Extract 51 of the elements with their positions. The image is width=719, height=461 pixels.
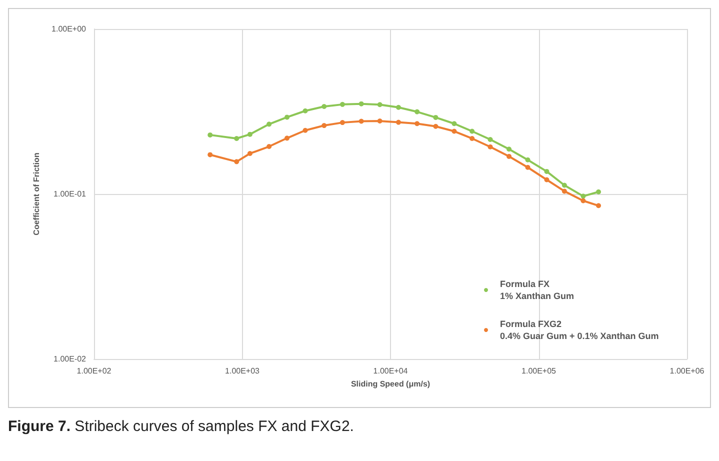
point [302, 108, 308, 114]
point [266, 144, 272, 150]
point [506, 154, 512, 159]
x-tick-label: 1.00E+05 [522, 366, 557, 376]
point [580, 198, 586, 204]
point [322, 123, 327, 128]
point [470, 128, 475, 134]
point [452, 121, 457, 126]
legend-label: Formula FXG2 0.4% Guar Gum + 0.1% Xanthan Gum [500, 319, 659, 341]
legend-label: Formula FX 1% Xanthan Gum [500, 279, 574, 301]
point [525, 164, 530, 170]
point [562, 182, 567, 188]
y-tick-label: 1.00E-01 [54, 190, 87, 198]
x-tick-label: 1.00E+04 [373, 366, 408, 376]
point [247, 150, 252, 156]
point [358, 118, 364, 124]
point [433, 124, 438, 129]
point [247, 132, 252, 137]
point [414, 121, 420, 126]
point [414, 109, 420, 114]
point [340, 120, 345, 126]
point [562, 188, 567, 194]
x-tick-label: 1.00E+03 [225, 366, 260, 376]
x-tick-label: 1.00E+02 [76, 366, 112, 376]
point [284, 114, 290, 120]
point [580, 194, 586, 199]
x-tick-label: 1.00E+06 [670, 366, 705, 376]
point [544, 177, 550, 182]
point [284, 136, 290, 141]
point [340, 102, 345, 107]
y-tick-label: 1.00E+00 [52, 24, 87, 34]
point [322, 104, 327, 110]
point [377, 102, 382, 108]
point [544, 168, 550, 174]
point [506, 146, 512, 152]
point [358, 101, 364, 106]
y-tick-label: 1.00E-02 [54, 354, 87, 364]
point [302, 128, 308, 133]
point [433, 114, 438, 120]
y-axis-title: Coefficient of Friction [32, 152, 42, 236]
point [452, 128, 457, 134]
point [396, 120, 401, 125]
point [266, 122, 272, 127]
x-axis-title: Sliding Speed (μm/s) [350, 379, 430, 388]
point [488, 136, 493, 142]
point [488, 144, 493, 150]
point [470, 136, 475, 141]
point [377, 118, 382, 124]
caption: Figure 7. Stribeck curves of samples FX and FXG2. [8, 418, 355, 435]
point [525, 157, 530, 162]
point [396, 104, 401, 110]
